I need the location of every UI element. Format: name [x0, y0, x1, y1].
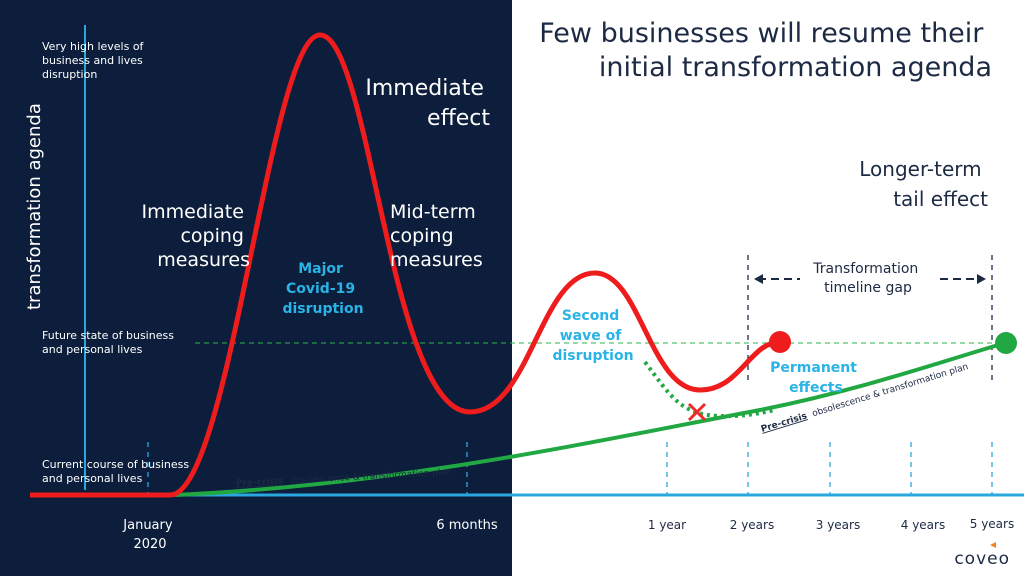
phase-label: Second wave of disruption [552, 308, 633, 364]
logo-mark [990, 542, 996, 548]
y-axis-label: transformation agenda [24, 103, 45, 310]
level-label: Future state of business and personal li… [42, 329, 177, 356]
line: Second [562, 308, 619, 324]
phase-label: Mid-term coping measures [390, 201, 483, 271]
title-line: Few businesses will resume their [539, 18, 984, 49]
x-label: 4 years [901, 518, 945, 532]
plan-dotted [643, 360, 776, 419]
title-line: initial transformation agenda [599, 52, 992, 83]
line: tail effect [893, 187, 988, 211]
line: disruption [42, 68, 97, 81]
line: coping [180, 225, 244, 247]
level-label: Current course of business and personal … [42, 458, 193, 485]
line: Immediate [365, 76, 484, 101]
line: wave of [560, 328, 622, 344]
line: disruption [552, 348, 633, 364]
phase-label: Immediate coping measures [142, 201, 250, 271]
x-label: 5 years [970, 517, 1014, 531]
x-label: 1 year [648, 518, 686, 532]
line: coping [390, 225, 454, 247]
phase-label: Longer-term tail effect [859, 157, 988, 211]
line: Major [298, 261, 343, 277]
line: Longer-term [859, 157, 981, 181]
line: 2020 [133, 537, 166, 552]
x-label: 6 months [436, 518, 498, 533]
x-label: January 2020 [122, 518, 176, 552]
line: Future state of business [42, 329, 174, 342]
logo: coveo [954, 549, 1010, 569]
title: Few businesses will resume their initial… [539, 18, 992, 83]
line: measures [390, 249, 483, 271]
line: measures [157, 249, 250, 271]
time-markers [147, 255, 993, 495]
line: Immediate [142, 201, 244, 223]
phase-label: Transformation timeline gap [812, 261, 923, 296]
line: and personal lives [42, 472, 143, 485]
line: business and lives [42, 54, 143, 67]
emphasis: Pre-crisis [236, 477, 284, 489]
line: timeline gap [824, 280, 912, 296]
line: Permanent [770, 360, 857, 376]
line: Current course of business [42, 458, 189, 471]
line: Very high levels of [42, 40, 145, 53]
line: and personal lives [42, 343, 143, 356]
line: Transformation [812, 261, 918, 277]
disruption-curve [30, 32, 781, 498]
line: January [122, 518, 173, 533]
level-label: Very high levels of business and lives d… [42, 40, 147, 81]
green-dot [995, 332, 1017, 354]
plan-curve [174, 341, 1006, 497]
phase-label: Permanent effects [770, 360, 862, 396]
red-dot [769, 331, 791, 353]
x-label: 2 years [730, 518, 774, 532]
line: disruption [282, 301, 363, 317]
phase-label: Immediate effect [365, 76, 490, 131]
line: Mid-term [390, 201, 476, 223]
x-label: 3 years [816, 518, 860, 532]
line: Covid-19 [286, 281, 355, 297]
light-panel [512, 0, 1024, 576]
line: effects [789, 380, 843, 396]
cross [687, 402, 707, 422]
phase-label: Major Covid-19 disruption [282, 261, 363, 317]
line: effect [427, 106, 490, 131]
